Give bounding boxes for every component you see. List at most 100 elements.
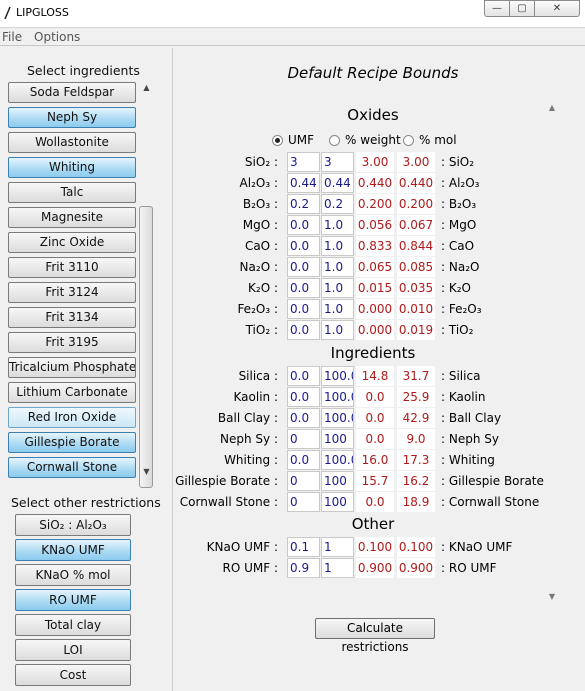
upper-bound-input[interactable]: 1.0 — [321, 299, 354, 319]
calculated-max: 0.844 — [397, 236, 435, 256]
upper-bound-input[interactable]: 3 — [321, 152, 354, 172]
upper-bound-input[interactable]: 1 — [321, 558, 354, 578]
lower-bound-input[interactable]: 0.0 — [287, 320, 320, 340]
restriction-button[interactable]: KNaO UMF — [15, 539, 131, 561]
upper-bound-input[interactable]: 100.0 — [321, 387, 354, 407]
ingredient-button[interactable]: Talc — [8, 182, 136, 203]
radio-weight-dot[interactable] — [329, 134, 340, 146]
ingredient-button[interactable]: Frit 3124 — [8, 282, 136, 303]
bound-row-label: Al₂O₃ : — [239, 176, 278, 190]
menu-file[interactable]: File — [2, 30, 23, 44]
ingredient-button[interactable]: Frit 3110 — [8, 257, 136, 278]
ingredient-button[interactable]: Whiting — [8, 157, 136, 178]
lower-bound-input[interactable]: 3 — [287, 152, 320, 172]
lower-bound-input[interactable]: 0.0 — [287, 387, 320, 407]
upper-bound-input[interactable]: 1.0 — [321, 278, 354, 298]
menu-options[interactable]: Options — [34, 30, 81, 44]
lower-bound-input[interactable]: 0.0 — [287, 215, 320, 235]
minimize-button[interactable]: — — [484, 0, 510, 17]
radio-umf[interactable]: UMF — [272, 133, 314, 147]
bounds-scrollbar[interactable]: ▲ ▼ — [545, 103, 559, 601]
upper-bound-input[interactable]: 100.0 — [321, 450, 354, 470]
bound-row-right-label: : Gillespie Borate — [441, 474, 544, 488]
ingredient-button[interactable]: Cornwall Stone — [8, 457, 136, 478]
upper-bound-input[interactable]: 1.0 — [321, 236, 354, 256]
ingredient-button[interactable]: Soda Feldspar — [8, 82, 136, 103]
bound-row: K₂O : 0.0 1.0 0.015 0.035: K₂O — [173, 278, 573, 298]
bound-row: Cornwall Stone : 0 100 0.0 18.9: Cornwall St… — [173, 492, 573, 512]
bound-row-right-label: : K₂O — [441, 281, 471, 295]
lower-bound-input[interactable]: 0 — [287, 429, 320, 449]
lower-bound-input[interactable]: 0.44 — [287, 173, 320, 193]
upper-bound-input[interactable]: 100.0 — [321, 366, 354, 386]
lower-bound-input[interactable]: 0.9 — [287, 558, 320, 578]
restriction-button[interactable]: Total clay — [15, 614, 131, 636]
menu-bar: File Options — [0, 28, 585, 46]
ingredient-scrollbar[interactable]: ▲ ▼ — [138, 81, 155, 488]
lower-bound-input[interactable]: 0.0 — [287, 408, 320, 428]
lower-bound-input[interactable]: 0.0 — [287, 257, 320, 277]
upper-bound-input[interactable]: 1 — [321, 537, 354, 557]
maximize-button[interactable]: ▢ — [509, 0, 535, 17]
lower-bound-input[interactable]: 0.0 — [287, 236, 320, 256]
ingredient-button[interactable]: Frit 3134 — [8, 307, 136, 328]
minimize-icon: — — [492, 3, 502, 14]
upper-bound-input[interactable]: 0.2 — [321, 194, 354, 214]
scroll-down-icon[interactable]: ▼ — [143, 467, 150, 476]
radio-mol[interactable]: % mol — [403, 133, 457, 147]
bounds-scroll-down-icon[interactable]: ▼ — [548, 592, 556, 601]
ingredient-button[interactable]: Gillespie Borate — [8, 432, 136, 453]
calculated-max: 0.100 — [397, 537, 435, 557]
ingredient-button[interactable]: Neph Sy — [8, 107, 136, 128]
upper-bound-input[interactable]: 0.44 — [321, 173, 354, 193]
lower-bound-input[interactable]: 0 — [287, 471, 320, 491]
calculated-max: 18.9 — [397, 492, 435, 512]
ingredient-button[interactable]: Wollastonite — [8, 132, 136, 153]
upper-bound-input[interactable]: 1.0 — [321, 215, 354, 235]
lower-bound-input[interactable]: 0.0 — [287, 299, 320, 319]
upper-bound-input[interactable]: 100 — [321, 429, 354, 449]
bound-row-label: SiO₂ : — [244, 155, 278, 169]
lower-bound-input[interactable]: 0.0 — [287, 450, 320, 470]
ingredient-button[interactable]: Magnesite — [8, 207, 136, 228]
bound-row: Fe₂O₃ : 0.0 1.0 0.000 0.010: Fe₂O₃ — [173, 299, 573, 319]
bound-row-label: TiO₂ : — [245, 323, 278, 337]
lower-bound-input[interactable]: 0.0 — [287, 278, 320, 298]
bound-row-right-label: : Whiting — [441, 453, 495, 467]
restriction-button[interactable]: RO UMF — [15, 589, 131, 611]
restriction-button[interactable]: KNaO % mol — [15, 564, 131, 586]
restriction-button[interactable]: LOI — [15, 639, 131, 661]
restriction-button[interactable]: Cost — [15, 664, 131, 686]
calculated-min: 14.8 — [356, 366, 394, 386]
calculated-max: 0.067 — [397, 215, 435, 235]
radio-mol-dot[interactable] — [403, 134, 414, 146]
ingredient-button[interactable]: Lithium Carbonate — [8, 382, 136, 403]
ingredient-button[interactable]: Frit 3195 — [8, 332, 136, 353]
upper-bound-input[interactable]: 100.0 — [321, 408, 354, 428]
radio-umf-dot[interactable] — [272, 134, 283, 146]
ingredient-button[interactable]: Zinc Oxide — [8, 232, 136, 253]
upper-bound-input[interactable]: 100 — [321, 471, 354, 491]
bound-row-right-label: : Ball Clay — [441, 411, 502, 425]
lower-bound-input[interactable]: 0 — [287, 492, 320, 512]
close-icon: ✕ — [552, 3, 562, 14]
lower-bound-input[interactable]: 0.2 — [287, 194, 320, 214]
ingredient-button[interactable]: Tricalcium Phosphate — [8, 357, 136, 378]
lower-bound-input[interactable]: 0.1 — [287, 537, 320, 557]
restriction-button[interactable]: SiO₂ : Al₂O₃ — [15, 514, 131, 536]
upper-bound-input[interactable]: 100 — [321, 492, 354, 512]
scroll-thumb[interactable] — [139, 206, 153, 488]
upper-bound-input[interactable]: 1.0 — [321, 257, 354, 277]
ingredient-button[interactable]: Red Iron Oxide — [8, 407, 136, 428]
radio-weight[interactable]: % weight — [329, 133, 401, 147]
bounds-scroll-up-icon[interactable]: ▲ — [548, 103, 556, 112]
lower-bound-input[interactable]: 0.0 — [287, 366, 320, 386]
right-panel: Default Recipe Bounds Oxides UMF % weigh… — [172, 48, 585, 691]
calculate-restrictions-button[interactable]: Calculate restrictions — [315, 618, 435, 654]
bound-row: B₂O₃ :0.2 0.2 0.200 0.200: B₂O₃ — [173, 194, 573, 214]
scroll-up-icon[interactable]: ▲ — [143, 83, 150, 92]
upper-bound-input[interactable]: 1.0 — [321, 320, 354, 340]
close-button[interactable]: ✕ — [534, 0, 580, 17]
